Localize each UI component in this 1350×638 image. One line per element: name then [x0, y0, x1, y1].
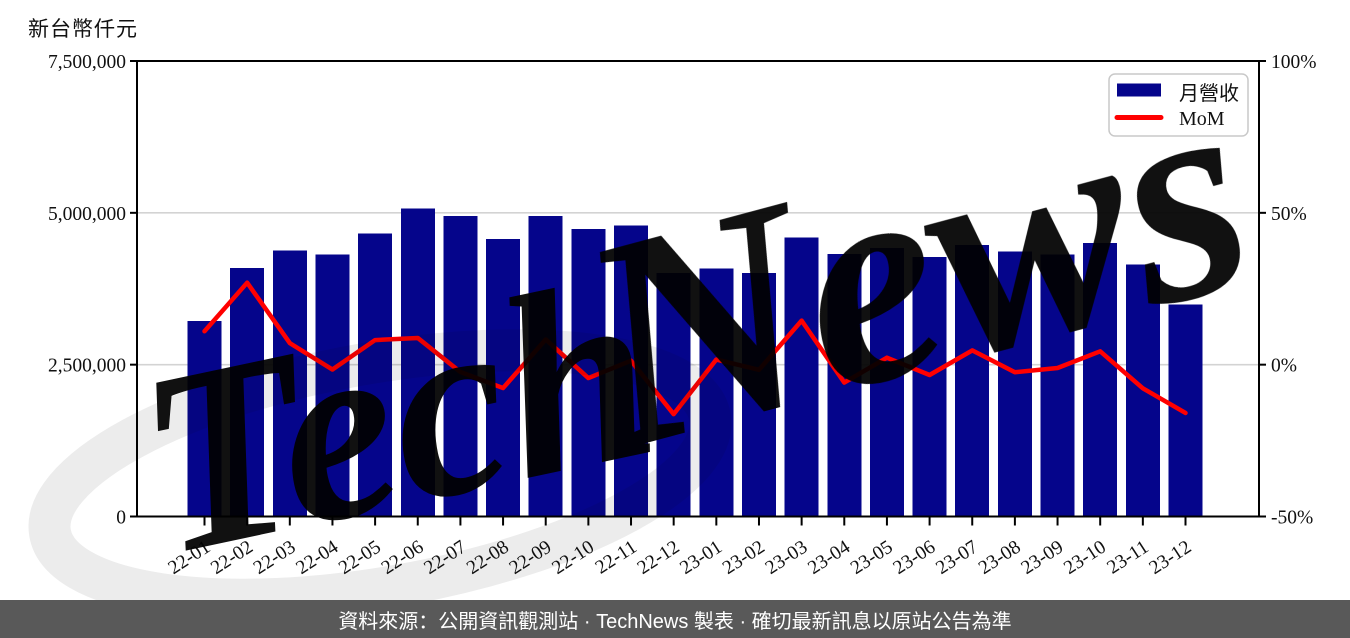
bar-23-10 [1083, 243, 1118, 517]
tick-label: 50% [1271, 204, 1307, 225]
x-tick-label-23-10: 23-10 [1060, 537, 1110, 579]
x-tick-label-23-04: 23-04 [804, 536, 854, 579]
tick-label: 100% [1271, 52, 1317, 73]
watermark-orbit [28, 329, 732, 600]
bar-23-05 [869, 248, 904, 517]
left-axis-revenue: 0 2,500,000 5,000,000 7,500,000 [48, 52, 137, 529]
x-tick-label-23-02: 23-02 [719, 537, 769, 579]
x-tick-label-23-06: 23-06 [890, 536, 940, 579]
x-tick-label-23-09: 23-09 [1018, 537, 1068, 579]
x-tick-label-23-03: 23-03 [762, 537, 812, 579]
source-caption-text: 資料來源：公開資訊觀測站 · TechNews 製表 · 確切最新訊息以原站公告… [338, 610, 1012, 633]
plot-border [136, 60, 1260, 518]
x-tick-label-23-08: 23-08 [975, 537, 1025, 579]
tick-label: 2,500,000 [48, 356, 126, 377]
bar-23-06 [912, 257, 947, 517]
tick-label: 0 [116, 508, 126, 529]
bar-23-03 [784, 237, 819, 517]
legend-line-label: MoM [1179, 108, 1225, 130]
x-tick-label-23-01: 23-01 [676, 537, 726, 579]
x-tick-label-22-12: 22-12 [634, 537, 684, 579]
tick-label: 7,500,000 [48, 52, 126, 73]
x-tick-label-23-11: 23-11 [1104, 537, 1153, 579]
left-axis-unit-label: 新台幣仟元 [28, 13, 138, 43]
tick-label: -50% [1271, 508, 1313, 529]
bar-23-09 [1040, 254, 1075, 517]
legend-bar-label: 月營收 [1179, 82, 1239, 105]
bar-23-04 [827, 254, 862, 517]
x-tick-label-23-05: 23-05 [847, 537, 897, 579]
tick-label: 5,000,000 [48, 204, 126, 225]
left-axis-unit-text: 新台幣仟元 [28, 17, 138, 41]
legend-bar-swatch [1117, 83, 1161, 97]
bar-23-02 [741, 272, 776, 517]
tick-label: 0% [1271, 356, 1297, 377]
bar-23-08 [997, 251, 1032, 517]
x-tick-label-23-07: 23-07 [932, 536, 982, 579]
legend: 月營收 MoM [1108, 73, 1249, 137]
source-caption-bar: 資料來源：公開資訊觀測站 · TechNews 製表 · 確切最新訊息以原站公告… [0, 600, 1350, 638]
right-axis-percent: -50% 0% 50% 100% [1259, 52, 1317, 529]
monthly-revenue-chart: 0 2,500,000 5,000,000 7,500,000 -50% 0% 50% 100… [28, 20, 1317, 600]
x-tick-label-23-12: 23-12 [1146, 537, 1196, 579]
bar-23-07 [955, 245, 990, 517]
